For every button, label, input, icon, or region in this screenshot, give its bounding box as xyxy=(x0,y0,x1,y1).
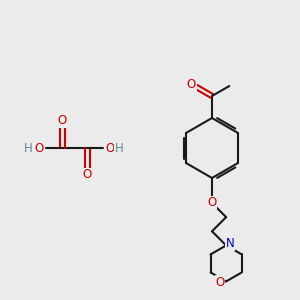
Text: N: N xyxy=(226,237,235,250)
Text: O: O xyxy=(82,169,91,182)
Text: H: H xyxy=(24,142,32,154)
Text: O: O xyxy=(215,276,225,289)
Text: O: O xyxy=(57,115,67,128)
Text: O: O xyxy=(207,196,217,209)
Text: O: O xyxy=(187,77,196,91)
Text: O: O xyxy=(34,142,43,154)
Text: O: O xyxy=(105,142,115,154)
Text: H: H xyxy=(115,142,123,154)
